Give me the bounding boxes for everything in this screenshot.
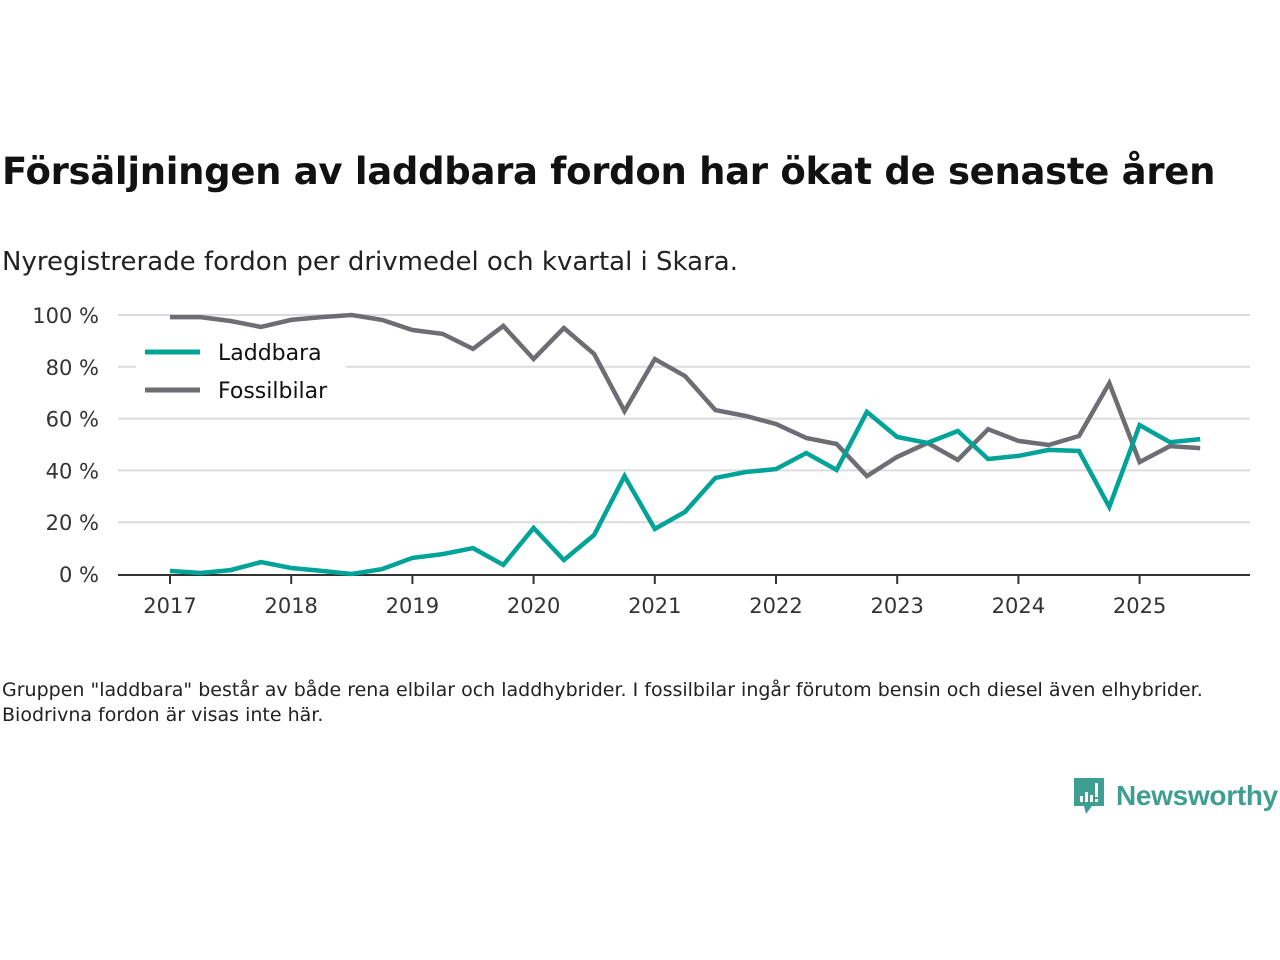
x-axis: 2017 2018 2019 2020 2021 2022 2023 2024 2025: [118, 574, 1250, 618]
x-tick-label: 2020: [507, 594, 560, 618]
series-line-fossilbilar: [170, 312, 1201, 479]
newsworthy-logo: Newsworthy: [1072, 776, 1278, 816]
chart-title: Försäljningen av laddbara fordon har öka…: [2, 150, 1216, 193]
x-tick-label: 2021: [628, 594, 681, 618]
y-tick-label: 0 %: [59, 563, 99, 587]
y-tick-label: 60 %: [46, 408, 99, 432]
series-lines: [169, 312, 1201, 577]
x-tick-label: 2025: [1113, 594, 1166, 618]
y-axis: 0 % 20 % 40 % 60 % 80 % 100 %: [32, 304, 99, 587]
line-chart: 0 % 20 % 40 % 60 % 80 % 100 % 2017 2018 2019 202…: [32, 304, 1250, 618]
chart-subtitle: Nyregistrerade fordon per drivmedel och …: [2, 247, 738, 277]
y-tick-label: 20 %: [46, 511, 99, 535]
x-tick-label: 2018: [264, 594, 317, 618]
y-tick-label: 40 %: [46, 459, 99, 483]
y-tick-label: 100 %: [32, 304, 99, 328]
y-tick-label: 80 %: [46, 356, 99, 380]
legend-label-laddbara: Laddbara: [218, 341, 322, 366]
legend: Laddbara Fossilbilar: [136, 333, 346, 411]
x-tick-label: 2019: [386, 594, 439, 618]
legend-background: [136, 333, 346, 411]
x-tick-label: 2023: [870, 594, 923, 618]
newsworthy-logo-icon: [1074, 778, 1104, 814]
series-line-laddbara: [169, 408, 1201, 577]
x-tick-label: 2024: [992, 594, 1045, 618]
x-tick-label: 2022: [749, 594, 802, 618]
x-tick-label: 2017: [143, 594, 196, 618]
footnote: Gruppen "laddbara" består av både rena e…: [2, 679, 1203, 726]
brand-name: Newsworthy: [1116, 780, 1278, 811]
legend-label-fossilbilar: Fossilbilar: [218, 379, 328, 404]
